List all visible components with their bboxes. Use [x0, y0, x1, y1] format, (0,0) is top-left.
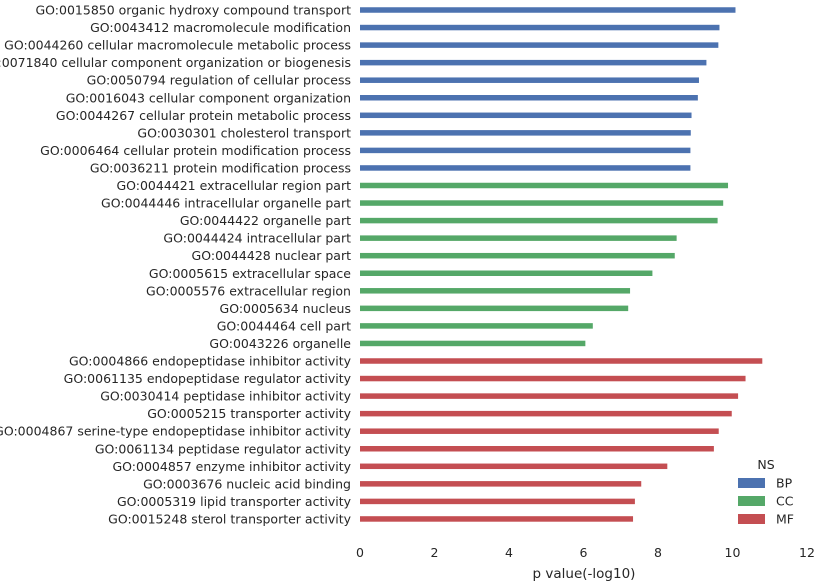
legend: NS BP CC MF: [738, 457, 794, 527]
category-label: GO:0043412 macromolecule modification: [90, 20, 351, 35]
category-label: GO:0044267 cellular protein metabolic pr…: [56, 108, 351, 123]
category-label: GO:0005615 extracellular space: [149, 266, 351, 281]
x-tick-label: 4: [505, 545, 513, 560]
category-label: GO:0044446 intracellular organelle part: [101, 196, 351, 211]
bar-bp: [360, 42, 719, 48]
bar-cc: [360, 252, 675, 259]
bar-mf: [360, 446, 714, 452]
category-label: GO:0071840 cellular component organizati…: [0, 55, 351, 70]
x-axis-title: p value(-log10): [533, 566, 636, 582]
legend-label-bp: BP: [776, 476, 793, 491]
category-labels: GO:0015850 organic hydroxy compound tran…: [0, 3, 352, 527]
x-tick-label: 12: [799, 545, 815, 560]
category-label: GO:0050794 regulation of cellular proces…: [87, 73, 351, 88]
bar-bp: [360, 112, 692, 119]
x-tick-label: 10: [725, 545, 741, 560]
category-label: GO:0044464 cell part: [217, 318, 351, 333]
category-label: GO:0030414 peptidase inhibitor activity: [100, 389, 351, 404]
bar-mf: [360, 498, 635, 505]
bar-mf: [360, 375, 746, 382]
bar-bp: [360, 59, 707, 66]
x-tick-label: 6: [580, 545, 588, 560]
x-axis-ticks: 0 2 4 6 8 10 12: [356, 545, 815, 560]
bar-bp: [360, 24, 720, 31]
legend-entries: BP CC MF: [738, 476, 794, 527]
bar-bp: [360, 77, 699, 83]
category-label: GO:0044421 extracellular region part: [116, 178, 351, 193]
category-label: GO:0030301 cholesterol transport: [137, 125, 351, 140]
bar-cc: [360, 217, 718, 224]
bar-bp: [360, 7, 736, 13]
bar-cc: [360, 340, 586, 347]
bar-cc: [360, 270, 653, 276]
bar-mf: [360, 410, 732, 417]
bar-mf: [360, 516, 634, 522]
category-label: GO:0015248 sterol transporter activity: [108, 511, 351, 526]
category-label: GO:0015850 organic hydroxy compound tran…: [35, 3, 351, 18]
category-label: GO:0004857 enzyme inhibitor activity: [112, 459, 351, 474]
x-tick-label: 2: [431, 545, 439, 560]
category-label: GO:0003676 nucleic acid binding: [143, 476, 351, 491]
bar-mf: [360, 463, 668, 470]
legend-swatch-bp: [738, 478, 765, 488]
bar-bp: [360, 165, 691, 171]
x-tick-label: 8: [654, 545, 662, 560]
legend-swatch-mf: [738, 514, 765, 524]
category-label: GO:0036211 protein modification process: [90, 160, 351, 175]
category-label: GO:0006464 cellular protein modification…: [40, 143, 351, 158]
category-label: GO:0004867 serine-type endopeptidase inh…: [0, 424, 352, 439]
bar-mf: [360, 428, 719, 434]
bar-cc: [360, 323, 593, 329]
x-tick-label: 0: [356, 545, 364, 560]
bar-cc: [360, 305, 629, 312]
bar-bp: [360, 130, 691, 136]
legend-label-cc: CC: [776, 494, 794, 509]
category-label: GO:0044422 organelle part: [180, 213, 351, 228]
legend-label-mf: MF: [776, 512, 794, 527]
category-label: GO:0044428 nuclear part: [192, 248, 352, 263]
category-label: GO:0061134 peptidase regulator activity: [95, 441, 352, 456]
category-label: GO:0044424 intracellular part: [163, 231, 351, 246]
category-label: GO:0043226 organelle: [209, 336, 351, 351]
category-label: GO:0005634 nucleus: [220, 301, 351, 316]
bar-cc: [360, 182, 729, 189]
legend-title: NS: [757, 457, 774, 472]
category-label: GO:0016043 cellular component organizati…: [66, 90, 351, 105]
bar-bp: [360, 147, 691, 154]
legend-swatch-cc: [738, 496, 765, 506]
bar-cc: [360, 235, 677, 241]
bar-bp: [360, 95, 698, 101]
bars-layer: [360, 7, 763, 522]
bar-mf: [360, 481, 642, 487]
bar-cc: [360, 200, 724, 206]
bar-cc: [360, 288, 631, 294]
category-label: GO:0005576 extracellular region: [146, 283, 351, 298]
category-label: GO:0005215 transporter activity: [147, 406, 351, 421]
category-label: GO:0004866 endopeptidase inhibitor activ…: [69, 354, 352, 369]
bar-mf: [360, 393, 739, 399]
category-label: GO:0044260 cellular macromolecule metabo…: [4, 38, 351, 53]
category-label: GO:0005319 lipid transporter activity: [117, 494, 352, 509]
bar-mf: [360, 358, 763, 364]
category-label: GO:0061135 endopeptidase regulator activ…: [64, 371, 352, 386]
